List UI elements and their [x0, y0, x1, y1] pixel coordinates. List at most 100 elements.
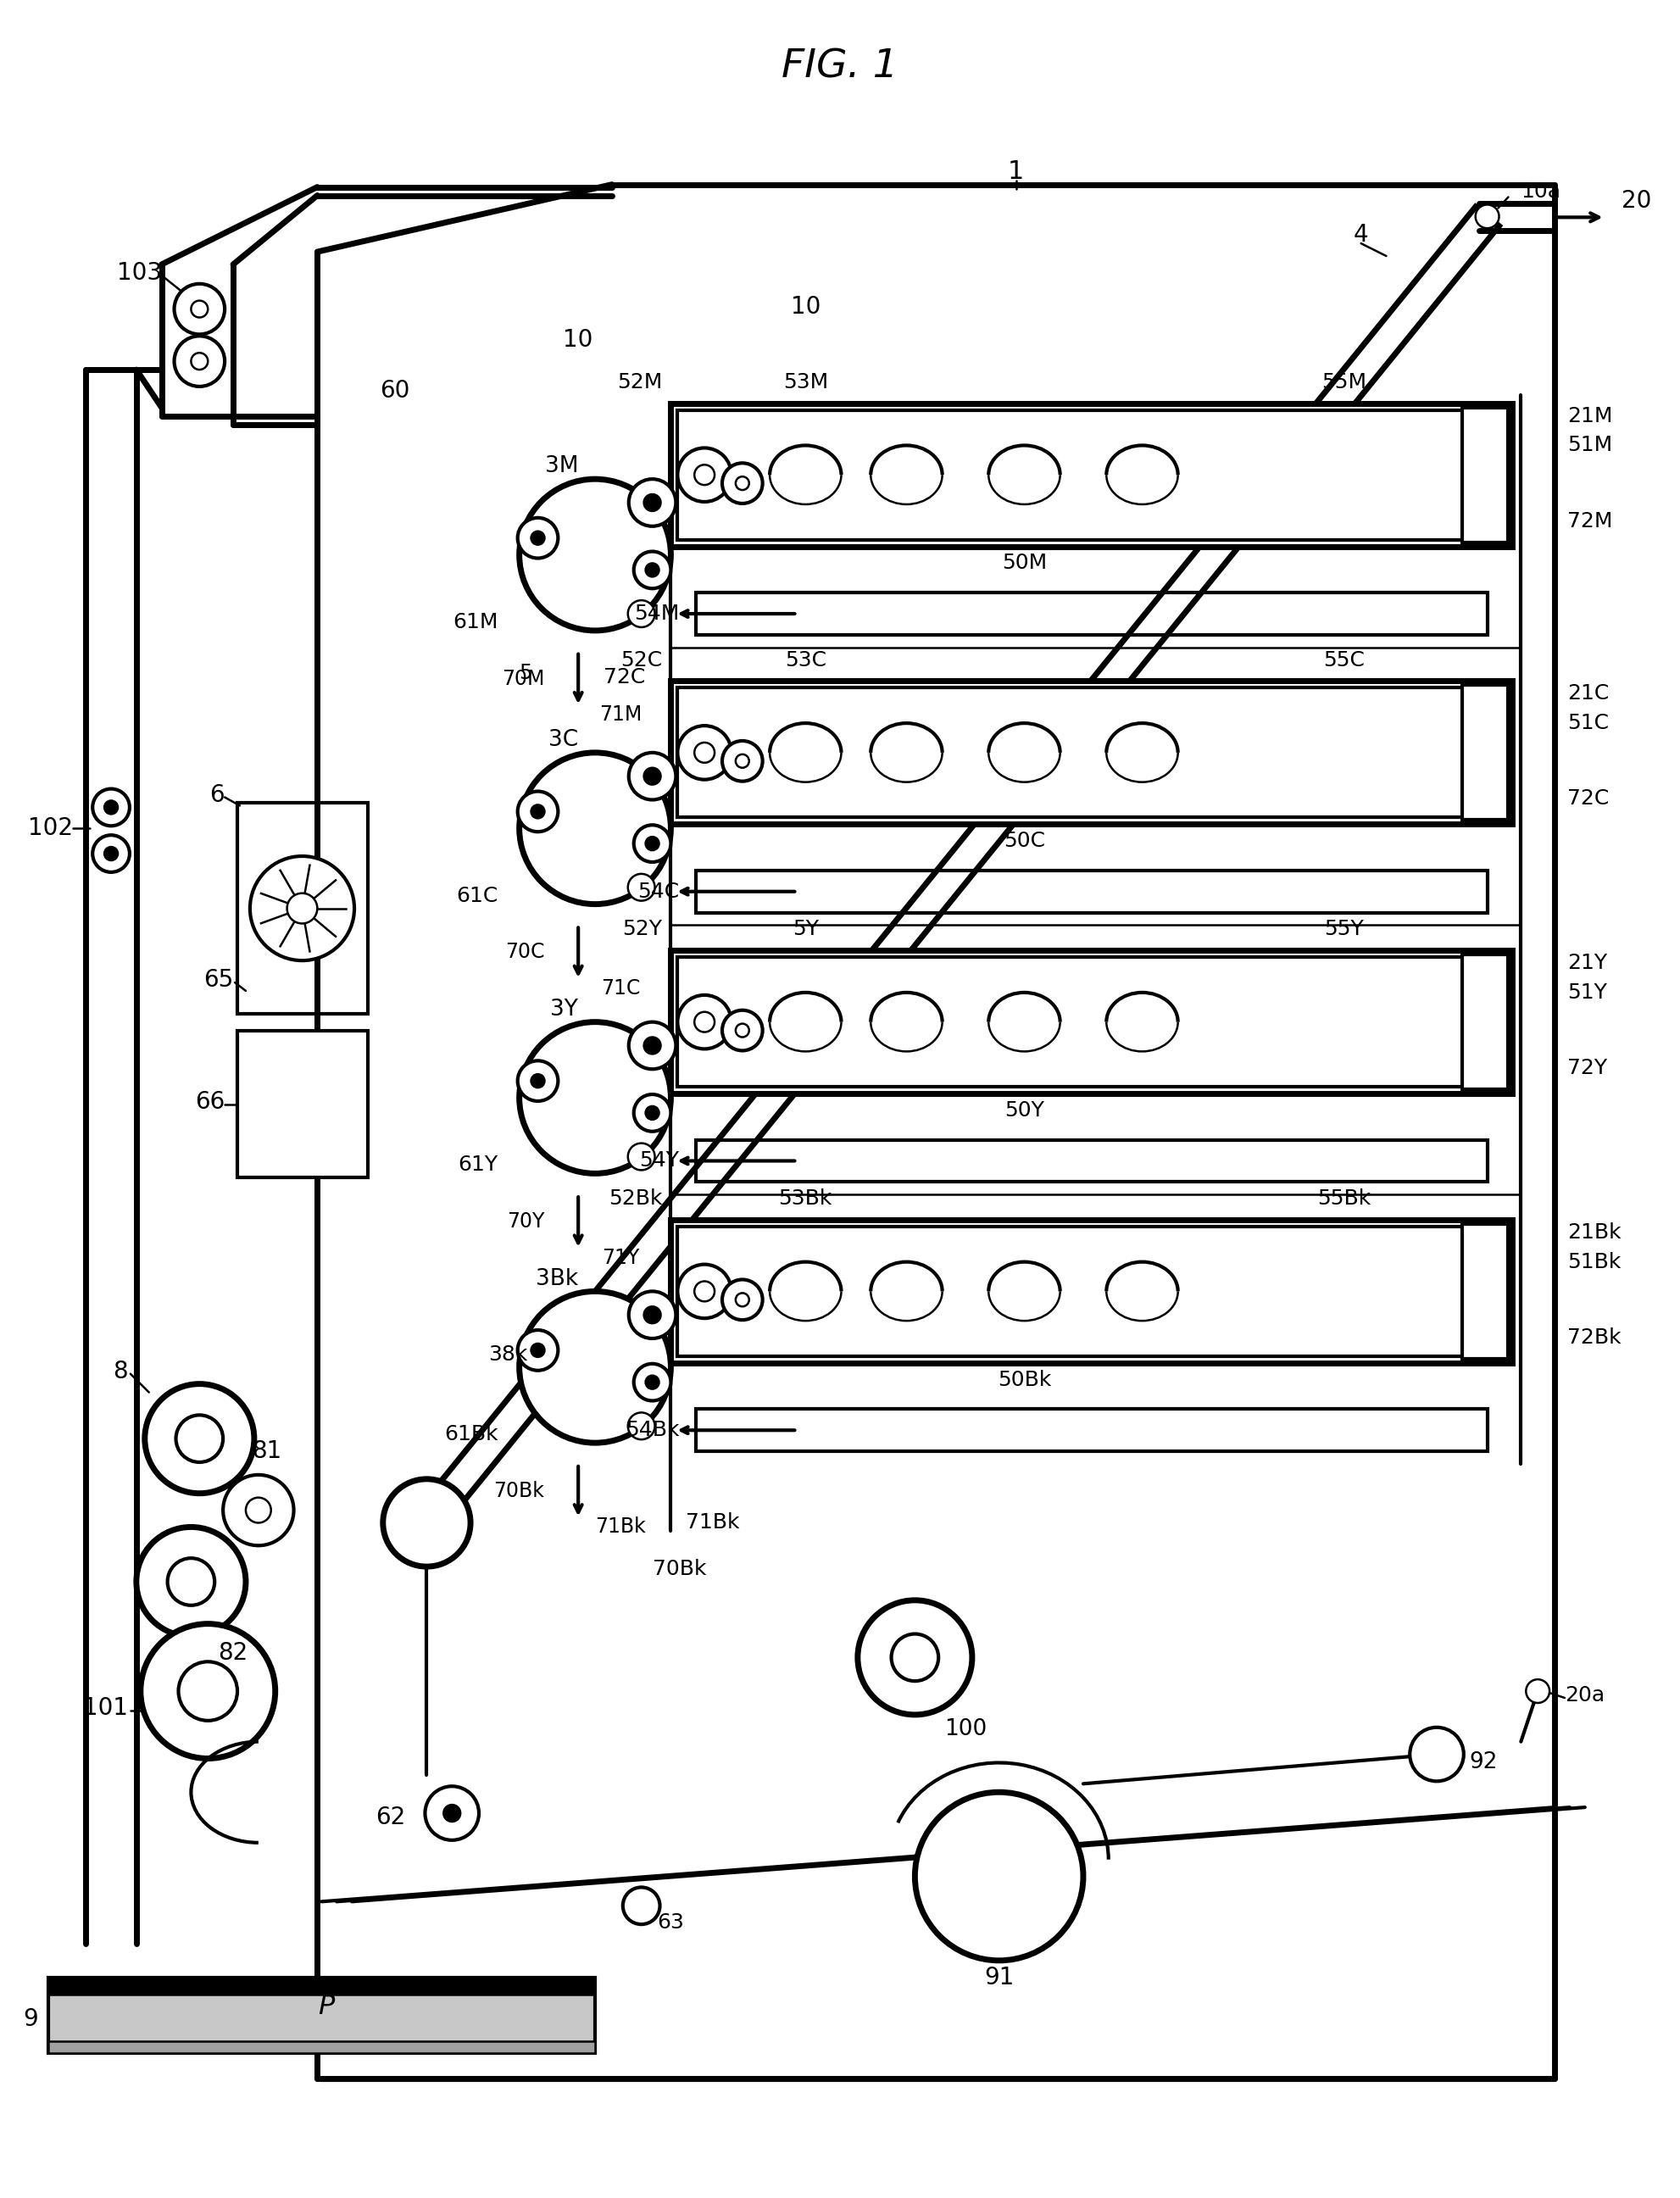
Circle shape	[444, 1805, 460, 1822]
Text: 70Bk: 70Bk	[652, 1558, 706, 1580]
Bar	[696, 1141, 1487, 1183]
Text: 72Y: 72Y	[1567, 1057, 1608, 1079]
Text: 72C: 72C	[603, 666, 645, 688]
Circle shape	[633, 1363, 670, 1400]
Circle shape	[175, 336, 225, 387]
Circle shape	[628, 600, 655, 626]
Text: 71Bk: 71Bk	[595, 1517, 645, 1536]
Circle shape	[192, 354, 208, 369]
Text: 52C: 52C	[622, 651, 662, 670]
Circle shape	[633, 552, 670, 589]
Text: 61M: 61M	[454, 611, 499, 633]
Circle shape	[519, 1292, 670, 1442]
Circle shape	[223, 1475, 294, 1545]
Circle shape	[178, 1662, 237, 1721]
Text: 5Y: 5Y	[793, 919, 818, 939]
Circle shape	[517, 1062, 558, 1101]
Circle shape	[519, 1022, 670, 1174]
Text: 4: 4	[1354, 224, 1369, 246]
Text: 70M: 70M	[502, 668, 544, 688]
Circle shape	[144, 1385, 254, 1492]
Text: 100: 100	[944, 1719, 986, 1741]
Text: 10: 10	[791, 295, 820, 319]
Text: 20: 20	[1621, 189, 1651, 213]
Circle shape	[677, 996, 731, 1048]
Text: 3Y: 3Y	[551, 998, 578, 1020]
Text: 71Bk: 71Bk	[685, 1512, 739, 1532]
Circle shape	[168, 1558, 215, 1605]
Circle shape	[645, 1376, 659, 1389]
Text: 21Y: 21Y	[1567, 954, 1608, 974]
Text: 53M: 53M	[783, 371, 828, 393]
Text: 102: 102	[29, 815, 74, 840]
Bar	[1462, 686, 1509, 820]
Circle shape	[858, 1600, 973, 1714]
Text: 10: 10	[563, 328, 593, 352]
Bar	[696, 1409, 1487, 1451]
Text: 63: 63	[657, 1912, 684, 1932]
Circle shape	[643, 1037, 660, 1055]
Circle shape	[1475, 204, 1499, 229]
Circle shape	[892, 1633, 939, 1681]
Circle shape	[192, 301, 208, 317]
Circle shape	[104, 800, 118, 813]
Bar	[49, 1978, 595, 2053]
Bar	[677, 688, 1505, 818]
Text: 50Y: 50Y	[1005, 1101, 1045, 1121]
Text: 53C: 53C	[785, 651, 827, 670]
Circle shape	[531, 532, 544, 545]
Circle shape	[628, 479, 675, 525]
Text: 60: 60	[380, 378, 410, 402]
Text: 61Bk: 61Bk	[444, 1424, 499, 1444]
Text: 70Bk: 70Bk	[494, 1481, 544, 1501]
Bar	[696, 870, 1487, 912]
Circle shape	[694, 743, 714, 763]
Circle shape	[677, 1264, 731, 1319]
Text: 92: 92	[1468, 1752, 1497, 1774]
Text: 8: 8	[113, 1358, 128, 1383]
Circle shape	[628, 1143, 655, 1169]
Text: 50C: 50C	[1003, 831, 1045, 851]
Text: 50M: 50M	[1001, 554, 1047, 574]
Bar	[1462, 407, 1509, 543]
Circle shape	[633, 824, 670, 862]
Text: 21C: 21C	[1567, 684, 1609, 703]
Text: 52M: 52M	[617, 371, 662, 393]
Circle shape	[628, 752, 675, 800]
Text: 52Bk: 52Bk	[608, 1189, 662, 1209]
Bar	[1462, 954, 1509, 1090]
Text: 54Y: 54Y	[640, 1152, 679, 1172]
Circle shape	[250, 857, 354, 961]
Text: 51Y: 51Y	[1567, 983, 1608, 1002]
Circle shape	[519, 752, 670, 903]
Circle shape	[643, 1306, 660, 1323]
Text: 6: 6	[210, 782, 225, 807]
Text: 55C: 55C	[1324, 651, 1364, 670]
Circle shape	[722, 1011, 763, 1051]
Text: 54Bk: 54Bk	[625, 1420, 679, 1440]
Text: 20a: 20a	[1564, 1686, 1604, 1706]
Text: 55Y: 55Y	[1324, 919, 1364, 939]
Circle shape	[1410, 1728, 1463, 1780]
Text: 50Bk: 50Bk	[998, 1369, 1052, 1389]
Bar	[677, 956, 1505, 1086]
Circle shape	[628, 1413, 655, 1440]
Circle shape	[677, 725, 731, 780]
Circle shape	[425, 1787, 479, 1840]
Text: 91: 91	[984, 1965, 1015, 1989]
Bar	[237, 802, 368, 1013]
Circle shape	[722, 741, 763, 780]
Text: 71C: 71C	[601, 978, 640, 998]
Bar	[1462, 1224, 1509, 1358]
Circle shape	[531, 804, 544, 818]
Circle shape	[694, 1281, 714, 1301]
Circle shape	[175, 284, 225, 334]
Circle shape	[517, 519, 558, 558]
Text: 9: 9	[24, 2007, 39, 2031]
Text: 71Y: 71Y	[601, 1248, 638, 1268]
Bar	[237, 1031, 368, 1178]
Circle shape	[245, 1497, 270, 1523]
Text: 54C: 54C	[638, 881, 679, 901]
Bar	[49, 2042, 595, 2053]
Text: 70Y: 70Y	[507, 1211, 544, 1231]
